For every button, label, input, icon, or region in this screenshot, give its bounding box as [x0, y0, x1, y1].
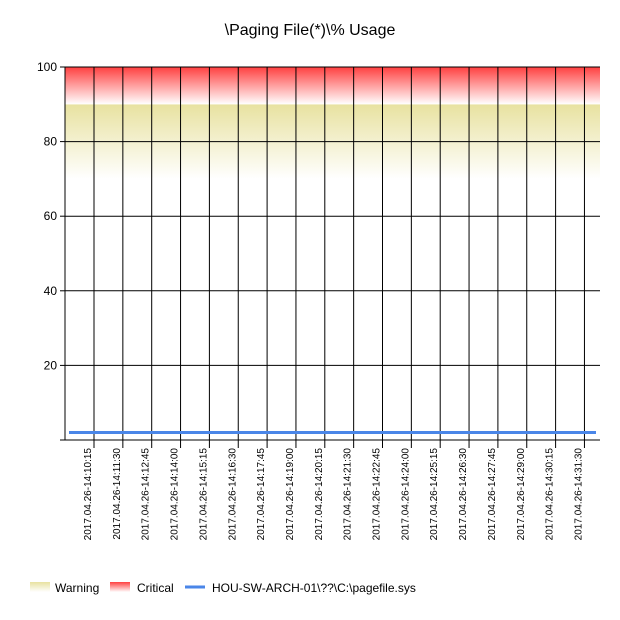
x-tick-label: 2017.04.26-14:25:15 — [429, 448, 440, 541]
x-tick-label: 2017.04.26-14:30:15 — [545, 448, 556, 541]
x-tick-label: 2017.04.26-14:12:45 — [141, 448, 152, 541]
x-tick-label: 2017.04.26-14:17:45 — [256, 448, 267, 541]
x-tick-label: 2017.04.26-14:27:45 — [487, 448, 498, 541]
x-tick-label: 2017.04.26-14:14:00 — [170, 448, 181, 541]
axes — [60, 66, 600, 441]
legend-swatch-warning — [30, 582, 50, 592]
x-tick-label: 2017.04.26-14:11:30 — [112, 448, 123, 540]
threshold-bands — [65, 67, 600, 179]
y-tick-label: 80 — [44, 135, 58, 149]
x-tick-label: 2017.04.26-14:22:45 — [372, 448, 383, 541]
y-tick-label: 100 — [37, 60, 57, 74]
x-tick-label: 2017.04.26-14:29:00 — [516, 448, 527, 541]
y-tick-label: 40 — [44, 284, 58, 298]
x-tick-label: 2017.04.26-14:20:15 — [314, 448, 325, 541]
grid — [65, 66, 600, 448]
legend-label-critical: Critical — [137, 581, 174, 595]
y-tick-label: 20 — [44, 358, 58, 372]
x-tick-label: 2017.04.26-14:19:00 — [285, 448, 296, 541]
y-tick-label: 60 — [44, 209, 58, 223]
chart-title: \Paging File(*)\% Usage — [225, 22, 396, 39]
y-tick-labels: 20 40 60 80 100 — [37, 60, 57, 372]
legend-swatch-critical — [110, 582, 130, 592]
x-tick-label: 2017.04.26-14:26:30 — [458, 448, 469, 541]
legend-label-warning: Warning — [55, 581, 99, 595]
x-tick-label: 2017.04.26-14:31:30 — [573, 448, 584, 541]
x-tick-label: 2017.04.26-14:24:00 — [400, 448, 411, 541]
legend: Warning Critical HOU-SW-ARCH-01\??\C:\pa… — [30, 581, 416, 595]
x-tick-label: 2017.04.26-14:21:30 — [343, 448, 354, 541]
x-tick-label: 2017.04.26-14:15:15 — [198, 448, 209, 541]
legend-label-series: HOU-SW-ARCH-01\??\C:\pagefile.sys — [212, 581, 416, 595]
x-tick-label: 2017.04.26-14:16:30 — [227, 448, 238, 541]
x-tick-label: 2017.04.26-14:10:15 — [83, 448, 94, 541]
band-critical — [65, 67, 600, 105]
x-tick-labels: 2017.04.26-14:10:15 2017.04.26-14:11:30 20… — [83, 448, 584, 541]
